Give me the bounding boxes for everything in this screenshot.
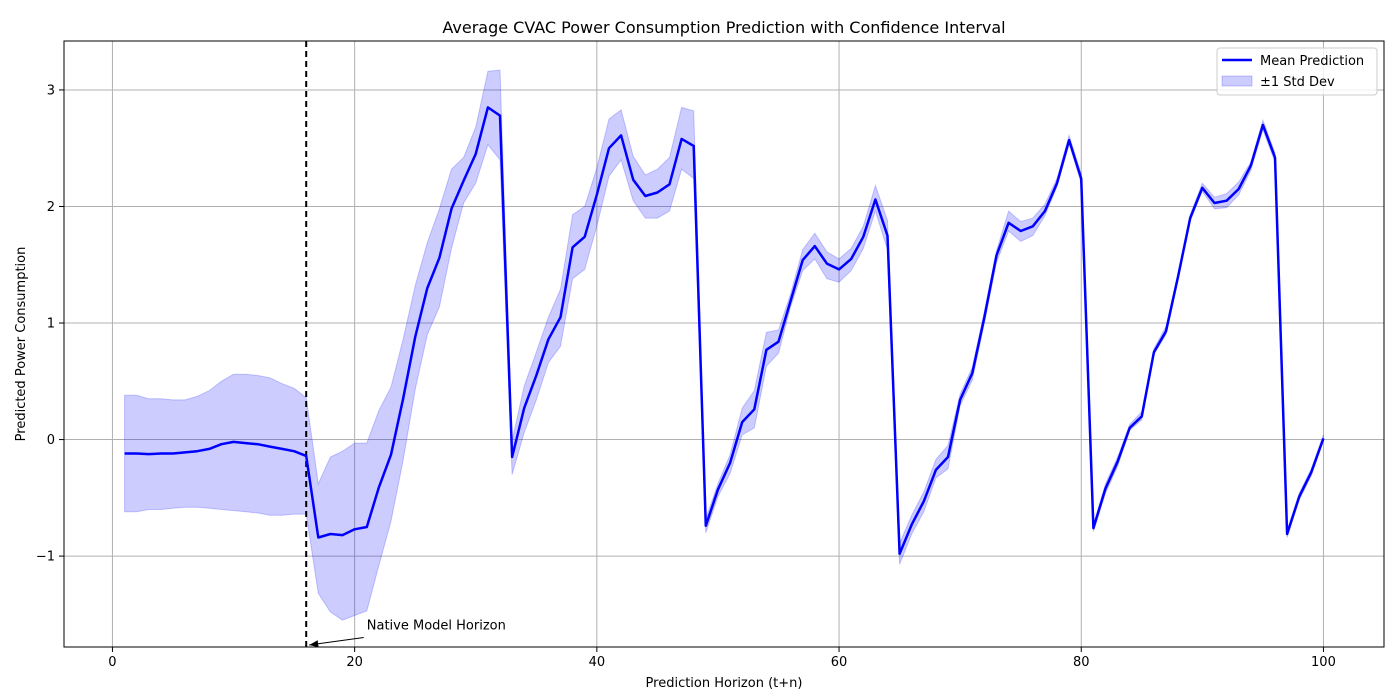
x-axis-ticks: 0 20 40 60 80 100 <box>108 647 1336 670</box>
legend-label-band: ±1 Std Dev <box>1260 75 1335 90</box>
x-tick-label: 60 <box>831 655 848 670</box>
y-axis-ticks: −1 0 1 2 3 <box>36 83 64 565</box>
x-tick-label: 20 <box>346 655 363 670</box>
legend-box <box>1216 47 1378 96</box>
y-tick-label: 1 <box>47 317 55 332</box>
legend-swatch-band <box>1221 75 1253 87</box>
mean-prediction-layer <box>124 106 1325 556</box>
legend: Mean Prediction ±1 Std Dev <box>1216 47 1378 96</box>
annotation-label: Native Model Horizon <box>367 619 506 634</box>
plot-area-frame <box>63 40 1385 648</box>
grid-lines <box>64 41 1384 647</box>
x-tick-label: 100 <box>1311 655 1336 670</box>
y-tick-label: 0 <box>47 433 55 448</box>
y-tick-label: 2 <box>47 200 55 215</box>
annotation-arrow <box>309 637 364 646</box>
mean-prediction-line <box>124 106 1325 556</box>
x-tick-label: 80 <box>1073 655 1090 670</box>
x-tick-label: 0 <box>108 655 116 670</box>
chart-title: Average CVAC Power Consumption Predictio… <box>442 18 1005 37</box>
x-tick-label: 40 <box>589 655 606 670</box>
y-tick-label: −1 <box>36 550 55 565</box>
legend-label-mean: Mean Prediction <box>1260 54 1364 69</box>
y-tick-label: 3 <box>47 83 55 98</box>
native-horizon-annotation: Native Model Horizon <box>309 619 506 648</box>
y-axis-label: Predicted Power Consumption <box>14 247 29 442</box>
x-axis-label: Prediction Horizon (t+n) <box>646 676 803 691</box>
annotation-arrowhead <box>309 640 319 648</box>
